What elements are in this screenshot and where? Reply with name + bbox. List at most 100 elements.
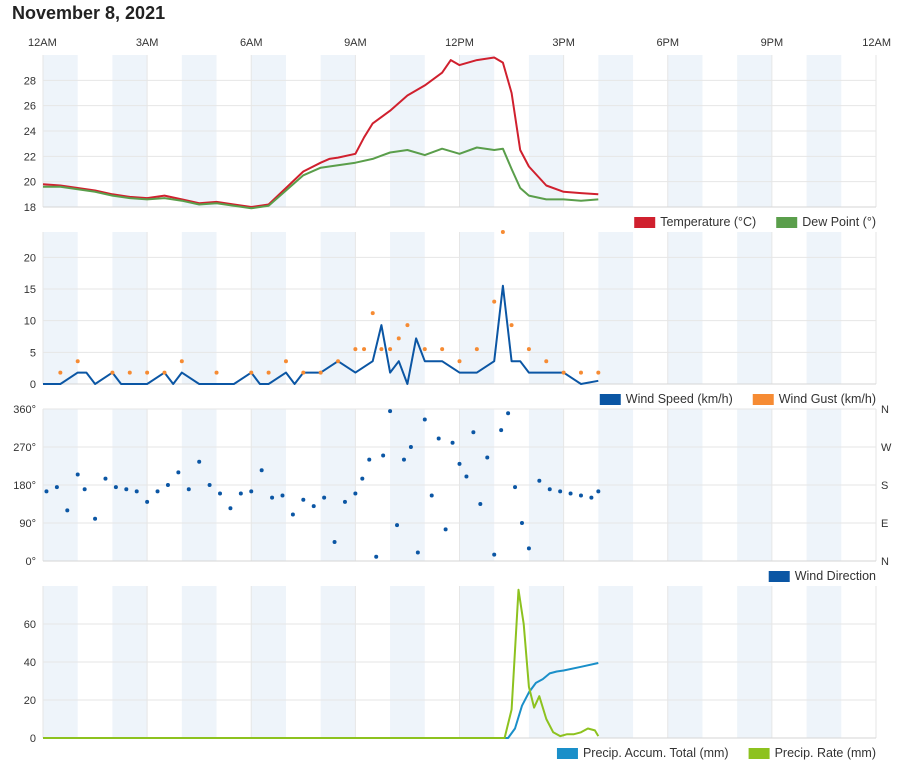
wind-direction-point [82, 487, 87, 492]
wind-speed-chart: 0 5 10 15 20 Wind Gust (km/h) Wind Speed (km/h… [24, 230, 877, 406]
wind-gust-point [214, 370, 219, 375]
wind-direction-point [103, 476, 108, 481]
y-tick-label: 24 [24, 126, 36, 138]
wind-direction-point [145, 499, 150, 504]
wind-gust-point [266, 370, 271, 375]
time-axis-label: 12AM [862, 37, 891, 49]
background-band [181, 232, 217, 384]
wind-gust-point [336, 359, 341, 364]
precip-accum-line [43, 662, 599, 739]
compass-tick-label: N [881, 404, 889, 416]
y-tick-label: 0° [25, 556, 36, 568]
wind-gust-point [474, 347, 479, 352]
y-tick-label: 20 [24, 177, 36, 189]
wind-direction-point [558, 489, 563, 494]
wind-gust-point [492, 299, 497, 304]
wind-gust-point [179, 359, 184, 364]
wind-direction-point [492, 552, 497, 557]
wind-direction-point [249, 489, 254, 494]
wind-direction-point [471, 430, 476, 435]
wind-direction-point [322, 495, 327, 500]
wind-gust-point [526, 347, 531, 352]
wind-direction-point [311, 504, 316, 509]
y-tick-label: 0 [30, 733, 36, 745]
wind-gust-point [362, 347, 367, 352]
wind-direction-point [197, 459, 202, 464]
y-tick-label: 28 [24, 75, 36, 87]
y-tick-label: 20 [24, 252, 36, 264]
legend-swatch [599, 394, 621, 405]
wind-direction-point [478, 502, 483, 506]
wind-direction-point [342, 499, 347, 504]
background-band [251, 232, 286, 384]
wind-gust-point [249, 370, 254, 375]
wind-direction-point [519, 521, 524, 525]
wind-direction-point [124, 487, 129, 492]
y-tick-label: 180° [13, 480, 36, 492]
wind-direction-point [408, 445, 413, 449]
wind-gust-point [500, 230, 505, 234]
wind-direction-point [395, 523, 400, 528]
wind-direction-point [270, 495, 275, 500]
y-tick-label: 90° [19, 518, 36, 530]
compass-tick-label: S [881, 480, 888, 492]
wind-direction-point [457, 461, 462, 466]
wind-gust-point [440, 347, 445, 352]
wind-direction-point [513, 485, 518, 490]
wind-direction-point [93, 516, 98, 521]
y-tick-label: 15 [24, 284, 36, 296]
legend-swatch [776, 217, 798, 228]
legend-label: Temperature (°C) [660, 215, 756, 229]
wind-direction-point [381, 453, 386, 458]
wind-direction-point [537, 478, 542, 483]
wind-direction-point [186, 487, 191, 492]
y-tick-label: 60 [24, 619, 36, 631]
wind-direction-point [207, 483, 212, 487]
precipitation-chart: 0 20 40 60 Precip. Rate (mm) Precip. Accum. T… [24, 586, 877, 760]
wind-direction-point [259, 468, 264, 473]
wind-direction-point [374, 554, 379, 559]
wind-direction-point [238, 491, 243, 496]
wind-gust-point [283, 359, 288, 364]
legend-swatch [634, 217, 656, 228]
legend-swatch [748, 748, 770, 759]
legend-label: Wind Speed (km/h) [626, 392, 733, 406]
background-band [112, 232, 148, 384]
wind-direction-point [415, 550, 420, 555]
wind-direction-point [547, 487, 552, 492]
wind-direction-point [422, 417, 427, 422]
wind-gust-point [379, 347, 384, 352]
wind-direction-point [388, 409, 393, 414]
time-axis-label: 12PM [445, 37, 474, 49]
wind-gust-point [405, 323, 410, 328]
wind-direction-point [436, 436, 441, 441]
wind-direction-point [450, 440, 455, 445]
precip-rate-line [43, 588, 600, 739]
background-band [667, 232, 703, 384]
y-tick-label: 40 [24, 657, 36, 669]
wind-direction-chart: 0° 90° 180° 270° 360° N E S W N Wind Direction [13, 404, 892, 583]
wind-direction-point [429, 493, 434, 498]
dew-point-line [43, 146, 599, 210]
wind-direction-point [44, 489, 49, 494]
time-axis-label: 3PM [552, 37, 575, 49]
y-tick-label: 20 [24, 695, 36, 707]
wind-direction-point [506, 411, 511, 416]
y-tick-label: 22 [24, 151, 36, 163]
wind-direction-point [301, 497, 306, 502]
wind-direction-point [485, 455, 490, 460]
time-axis-label: 9PM [761, 37, 784, 49]
wind-direction-point [443, 527, 448, 532]
y-tick-label: 0 [30, 379, 36, 391]
wind-direction-point [228, 506, 233, 511]
wind-gust-point [301, 370, 306, 375]
time-axis-label: 9AM [344, 37, 367, 49]
time-axis-label: 6AM [240, 37, 263, 49]
wind-direction-point [113, 485, 118, 490]
y-tick-label: 270° [13, 442, 36, 454]
wind-gust-point [353, 347, 358, 352]
time-axis-label: 12AM [28, 37, 57, 49]
temperature-line [42, 56, 599, 208]
wind-gust-point [110, 370, 115, 375]
